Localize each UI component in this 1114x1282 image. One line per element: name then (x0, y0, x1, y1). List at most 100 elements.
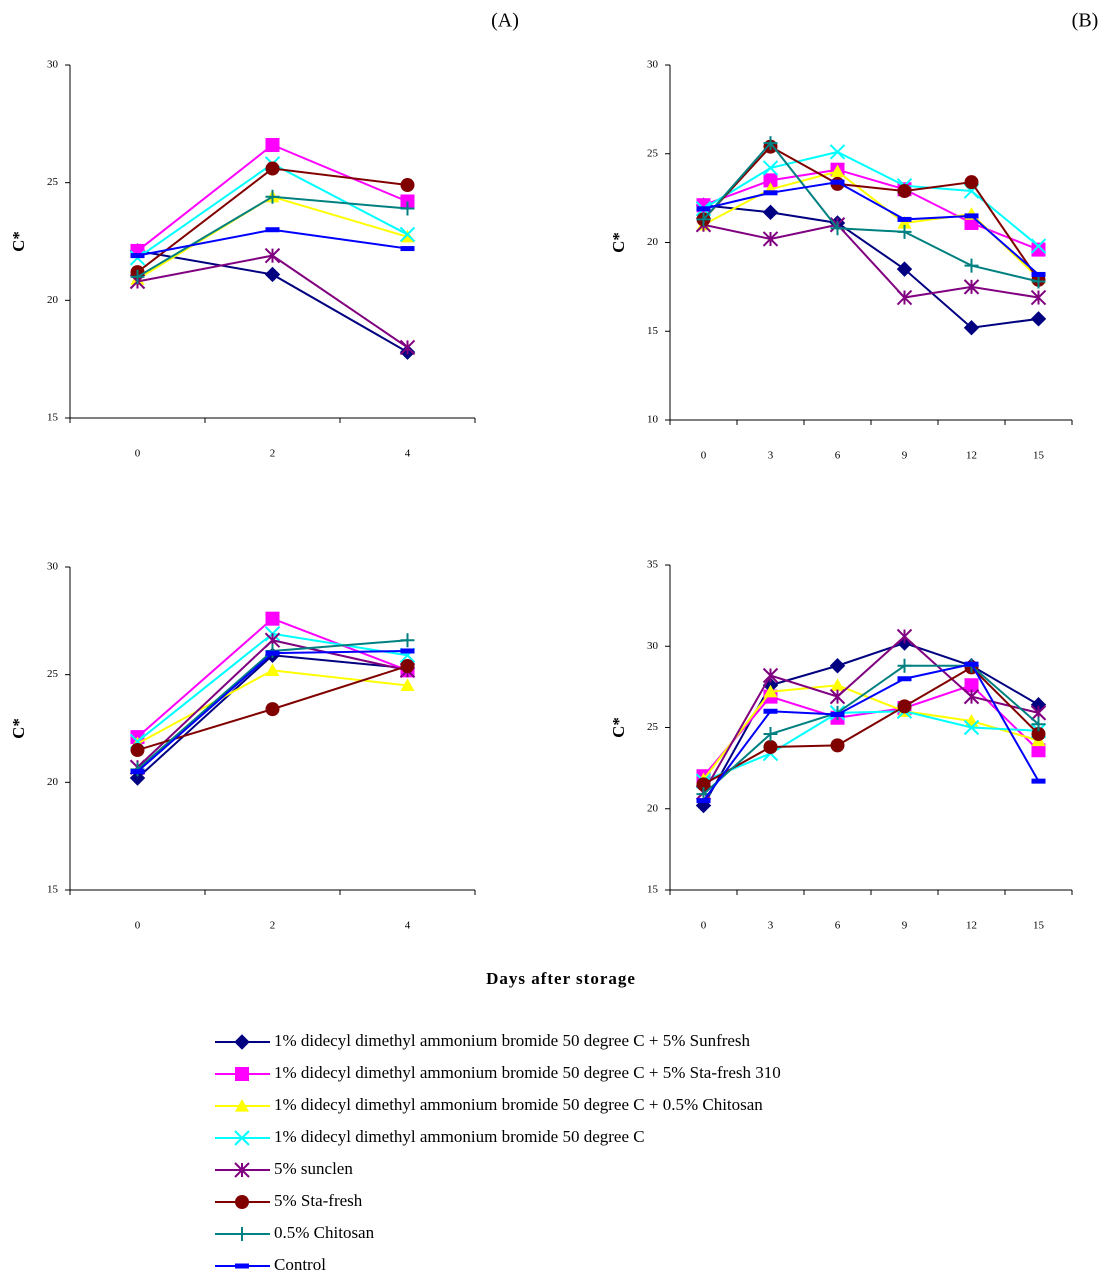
y-axis-title: C* (609, 717, 628, 738)
marker-shape (131, 743, 145, 757)
marker-shape (266, 227, 280, 232)
marker-shape (401, 633, 415, 647)
marker-shape (898, 184, 912, 198)
marker (266, 227, 280, 232)
y-tick-label: 20 (47, 294, 59, 306)
marker (764, 205, 778, 219)
marker-shape (764, 669, 778, 683)
marker (764, 669, 778, 683)
marker-shape (401, 178, 415, 192)
marker-shape (1032, 779, 1046, 784)
y-tick-label: 30 (647, 640, 659, 652)
marker (697, 206, 711, 211)
marker (831, 690, 845, 704)
x-tick-label: 2 (270, 920, 276, 932)
marker (898, 676, 912, 681)
marker (266, 138, 280, 152)
marker (764, 740, 778, 754)
legend-label: 1% didecyl dimethyl ammonium bromide 50 … (274, 1031, 751, 1050)
marker (235, 1035, 249, 1049)
x-tick-label: 0 (701, 920, 707, 932)
marker-shape (965, 690, 979, 704)
marker-shape (831, 678, 845, 691)
y-tick-label: 30 (647, 59, 659, 71)
marker-shape (764, 709, 778, 714)
x-axis-title: Days after storage (486, 969, 636, 988)
marker-shape (266, 612, 280, 626)
y-tick-label: 35 (647, 559, 659, 571)
legend-label: Control (274, 1255, 326, 1274)
marker-shape (764, 190, 778, 195)
marker-shape (898, 630, 912, 644)
x-tick-label: 6 (835, 920, 841, 932)
marker-shape (266, 663, 280, 676)
y-tick-label: 30 (47, 561, 59, 573)
y-tick-label: 15 (647, 325, 659, 337)
marker-shape (266, 651, 280, 656)
marker-shape (401, 648, 415, 653)
marker (131, 769, 145, 774)
marker (1032, 272, 1046, 277)
marker-shape (764, 740, 778, 754)
marker-shape (266, 138, 280, 152)
y-tick-label: 30 (47, 59, 59, 71)
marker (831, 738, 845, 752)
marker (831, 145, 845, 159)
marker (401, 633, 415, 647)
marker (965, 259, 979, 273)
marker (965, 662, 979, 667)
marker-shape (898, 699, 912, 713)
marker-shape (965, 259, 979, 273)
series-line (704, 225, 1039, 298)
marker-shape (831, 690, 845, 704)
legend-label: 1% didecyl dimethyl ammonium bromide 50 … (274, 1095, 763, 1114)
marker (965, 690, 979, 704)
marker (1032, 312, 1046, 326)
marker-shape (235, 1067, 249, 1081)
marker-shape (898, 659, 912, 673)
marker-shape (831, 738, 845, 752)
marker (266, 612, 280, 626)
y-tick-label: 25 (647, 147, 659, 159)
marker (831, 712, 845, 717)
marker (764, 709, 778, 714)
marker-shape (965, 213, 979, 218)
y-tick-label: 10 (647, 414, 659, 426)
y-axis-title: C* (609, 232, 628, 253)
marker (898, 699, 912, 713)
marker-shape (401, 246, 415, 251)
y-tick-label: 25 (47, 668, 59, 680)
y-tick-label: 15 (47, 884, 59, 896)
figure: Days after storage (A)C*15202530024(B)C*… (0, 0, 1114, 1282)
y-tick-label: 25 (47, 176, 59, 188)
series-line (704, 205, 1039, 327)
x-tick-label: 3 (768, 450, 774, 462)
marker (235, 1264, 249, 1269)
marker-shape (235, 1227, 249, 1241)
x-tick-label: 0 (135, 448, 141, 460)
legend-label: 5% sunclen (274, 1159, 353, 1178)
marker (266, 702, 280, 716)
marker (764, 190, 778, 195)
marker-shape (1032, 312, 1046, 326)
marker-shape (898, 217, 912, 222)
marker-shape (965, 662, 979, 667)
marker (764, 232, 778, 246)
marker-shape (131, 253, 145, 258)
x-tick-label: 12 (966, 920, 977, 932)
y-tick-label: 20 (647, 236, 659, 248)
marker (401, 178, 415, 192)
marker-shape (266, 702, 280, 716)
chart-title: (B) (1072, 10, 1099, 32)
marker (831, 180, 845, 185)
marker-shape (831, 145, 845, 159)
marker (965, 213, 979, 218)
marker (965, 175, 979, 189)
marker (831, 678, 845, 691)
x-tick-label: 6 (835, 450, 841, 462)
marker-shape (831, 659, 845, 673)
marker (235, 1195, 249, 1209)
marker-shape (831, 712, 845, 717)
x-tick-label: 15 (1033, 450, 1045, 462)
x-tick-label: 9 (902, 450, 908, 462)
